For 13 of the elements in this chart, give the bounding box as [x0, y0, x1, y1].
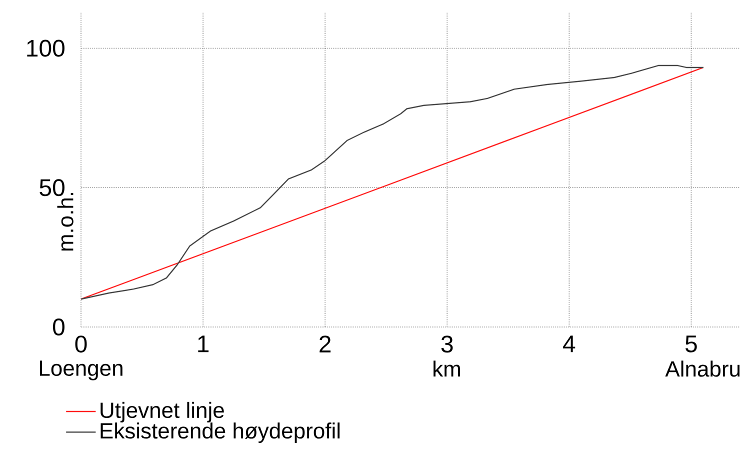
x-tick-label: 3 [441, 336, 453, 353]
y-tick-label: 100 [27, 40, 64, 57]
text: Loengen [40, 360, 122, 380]
x-tick-label: 4 [563, 336, 576, 352]
legend-label: Eksisterende høydeprofil [100, 422, 340, 443]
text: Alnabru [665, 360, 740, 377]
legend-label: Utjevnet linje [100, 402, 224, 422]
x-axis-title: km [434, 360, 460, 377]
x-tick-label: 0 [75, 336, 87, 353]
x-tick-label: 2 [320, 336, 331, 352]
y-tick-label: 0 [53, 318, 64, 336]
x-tick-label: 5 [685, 336, 697, 352]
x-tick-label: 1 [198, 336, 209, 352]
